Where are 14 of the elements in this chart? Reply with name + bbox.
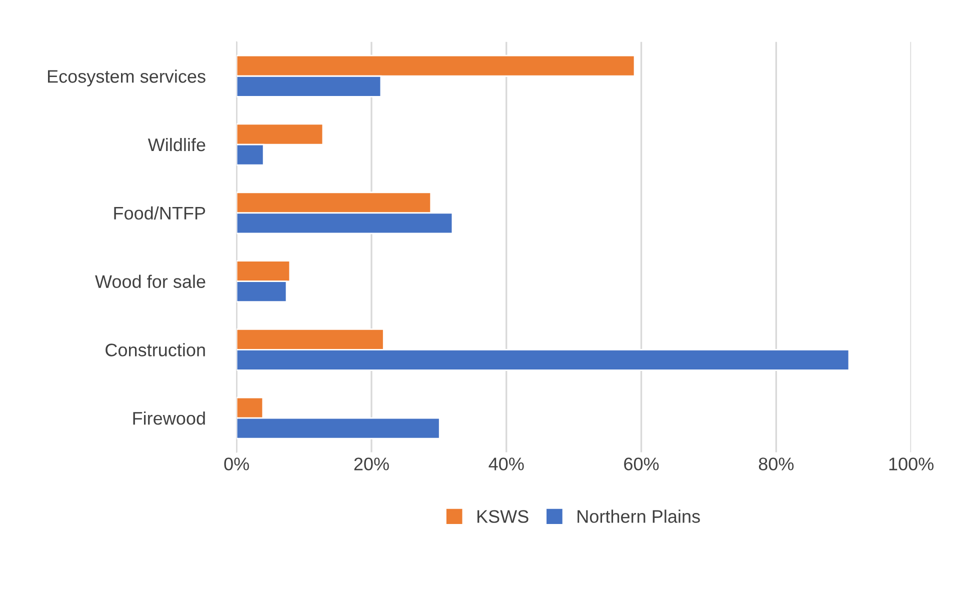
x-tick-label: 40% (488, 458, 524, 470)
y-tick-label: Ecosystem services (48, 70, 206, 86)
y-tick-label: Wood for sale (95, 274, 206, 288)
y-tick-label: Wildlife (148, 138, 206, 152)
x-tick-label: 80% (758, 458, 794, 470)
x-tick-label: 0% (224, 458, 249, 470)
y-tick-label: Firewood (133, 412, 205, 425)
x-tick-label: 60% (624, 458, 659, 470)
x-tick-label: 100% (889, 458, 934, 470)
x-tick-label: 20% (354, 458, 389, 470)
legend-label: KSWS (477, 510, 528, 523)
y-tick-label: Construction (106, 343, 205, 356)
y-tick-label: Food/NTFP (114, 206, 206, 220)
legend-label: Northern Plains (578, 510, 700, 523)
